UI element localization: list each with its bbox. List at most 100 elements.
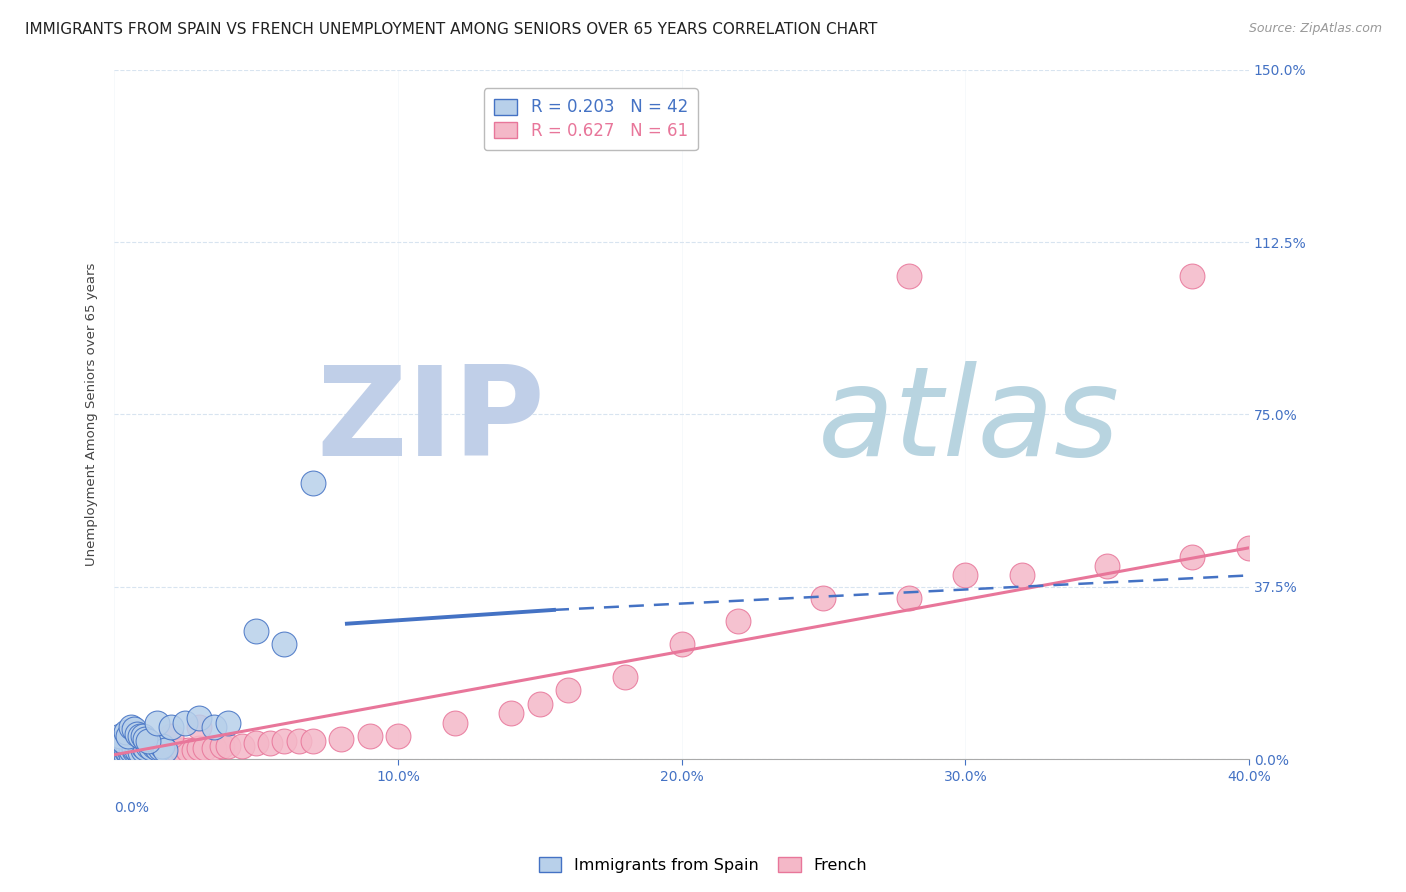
Point	[273, 637, 295, 651]
Text: atlas: atlas	[818, 361, 1121, 482]
Point	[194, 740, 217, 755]
Point	[136, 746, 159, 760]
Point	[111, 747, 134, 762]
Point	[302, 476, 325, 491]
Point	[897, 269, 920, 284]
Point	[122, 740, 145, 755]
Point	[174, 715, 197, 730]
Point	[813, 591, 835, 606]
Point	[131, 743, 153, 757]
Point	[1011, 568, 1033, 582]
Point	[131, 730, 153, 744]
Point	[188, 711, 211, 725]
Point	[125, 739, 148, 753]
Point	[146, 715, 169, 730]
Point	[146, 746, 169, 760]
Point	[152, 746, 174, 760]
Point	[114, 747, 136, 762]
Point	[211, 739, 233, 753]
Point	[217, 739, 239, 753]
Point	[125, 727, 148, 741]
Point	[172, 743, 194, 757]
Text: IMMIGRANTS FROM SPAIN VS FRENCH UNEMPLOYMENT AMONG SENIORS OVER 65 YEARS CORRELA: IMMIGRANTS FROM SPAIN VS FRENCH UNEMPLOY…	[25, 22, 877, 37]
Legend: R = 0.203   N = 42, R = 0.627   N = 61: R = 0.203 N = 42, R = 0.627 N = 61	[484, 88, 697, 150]
Point	[202, 740, 225, 755]
Point	[136, 739, 159, 753]
Point	[114, 724, 136, 739]
Point	[134, 740, 156, 755]
Point	[108, 730, 131, 744]
Point	[125, 743, 148, 757]
Point	[671, 637, 693, 651]
Point	[143, 746, 166, 760]
Point	[114, 743, 136, 757]
Point	[1181, 549, 1204, 564]
Point	[160, 730, 183, 744]
Point	[141, 740, 163, 755]
Point	[613, 669, 636, 683]
Point	[202, 720, 225, 734]
Point	[1181, 269, 1204, 284]
Point	[149, 740, 172, 755]
Point	[120, 747, 142, 762]
Point	[108, 747, 131, 762]
Point	[287, 734, 309, 748]
Point	[955, 568, 977, 582]
Point	[134, 731, 156, 746]
Point	[108, 743, 131, 757]
Point	[160, 743, 183, 757]
Point	[114, 747, 136, 762]
Point	[1095, 559, 1118, 574]
Point	[387, 730, 409, 744]
Point	[245, 624, 267, 638]
Point	[131, 739, 153, 753]
Point	[128, 746, 150, 760]
Point	[149, 746, 172, 760]
Point	[120, 747, 142, 762]
Point	[120, 743, 142, 757]
Point	[177, 743, 200, 757]
Point	[557, 683, 579, 698]
Point	[188, 740, 211, 755]
Point	[117, 747, 139, 762]
Point	[120, 720, 142, 734]
Point	[146, 740, 169, 755]
Point	[131, 747, 153, 762]
Legend: Immigrants from Spain, French: Immigrants from Spain, French	[533, 851, 873, 880]
Point	[183, 743, 205, 757]
Point	[114, 743, 136, 757]
Point	[501, 706, 523, 721]
Point	[111, 734, 134, 748]
Point	[117, 740, 139, 755]
Point	[529, 697, 551, 711]
Point	[273, 734, 295, 748]
Point	[1237, 541, 1260, 555]
Text: ZIP: ZIP	[316, 361, 546, 482]
Point	[188, 720, 211, 734]
Point	[122, 723, 145, 737]
Point	[302, 734, 325, 748]
Point	[157, 746, 180, 760]
Point	[117, 746, 139, 760]
Text: 0.0%: 0.0%	[114, 801, 149, 814]
Point	[155, 743, 177, 757]
Point	[897, 591, 920, 606]
Point	[155, 746, 177, 760]
Point	[122, 743, 145, 757]
Point	[122, 747, 145, 762]
Point	[128, 747, 150, 762]
Point	[330, 731, 353, 746]
Point	[259, 736, 281, 750]
Point	[131, 739, 153, 753]
Point	[245, 736, 267, 750]
Point	[143, 739, 166, 753]
Point	[128, 730, 150, 744]
Point	[231, 739, 253, 753]
Point	[120, 743, 142, 757]
Point	[160, 720, 183, 734]
Point	[727, 615, 749, 629]
Y-axis label: Unemployment Among Seniors over 65 years: Unemployment Among Seniors over 65 years	[86, 263, 98, 566]
Point	[125, 747, 148, 762]
Point	[111, 746, 134, 760]
Point	[108, 747, 131, 762]
